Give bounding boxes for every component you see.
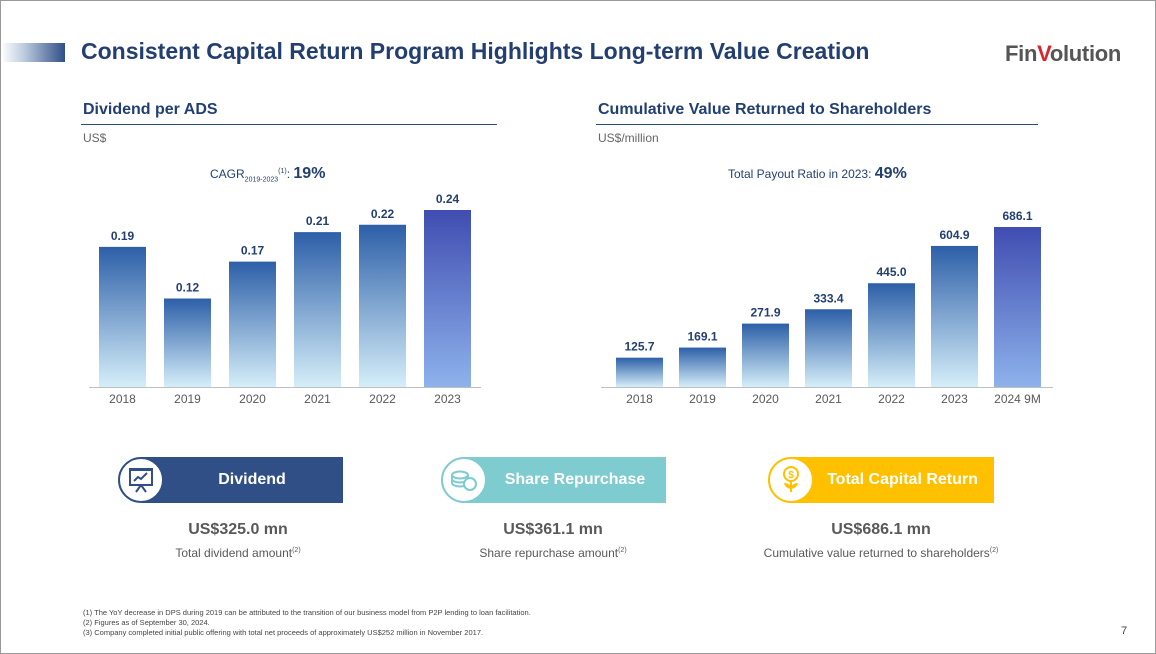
share-repurchase-amount-desc: Share repurchase amount(2) bbox=[413, 546, 693, 560]
cumulative-data-label: 333.4 bbox=[813, 291, 843, 305]
cumulative-section-rule bbox=[596, 124, 1038, 125]
dividend-section-title: Dividend per ADS bbox=[83, 101, 218, 118]
share-repurchase-amount: US$361.1 mn bbox=[503, 521, 603, 538]
dividend-unit: US$ bbox=[83, 131, 107, 145]
total-capital-return-label: Total Capital Return bbox=[827, 471, 978, 488]
cumulative-tick-label: 2020 bbox=[752, 392, 779, 406]
cumulative-data-label: 686.1 bbox=[1002, 209, 1032, 223]
cumulative-bar-2019 bbox=[679, 347, 726, 387]
cumulative-tick-label: 2019 bbox=[689, 392, 716, 406]
page-title: Consistent Capital Return Program Highli… bbox=[81, 38, 870, 64]
dividend-section-rule bbox=[81, 124, 497, 125]
dividend-bar-2018 bbox=[99, 246, 146, 387]
cagr-note: CAGR2019-2023(1): 19% bbox=[210, 165, 325, 183]
total-capital-return-desc-sup: (2) bbox=[989, 547, 999, 554]
dividend-desc-sup: (2) bbox=[292, 547, 301, 554]
dividend-amount: US$325.0 mn bbox=[188, 521, 288, 538]
dividend-tick-label: 2021 bbox=[304, 392, 331, 406]
cumulative-bar-2020 bbox=[742, 323, 789, 387]
cagr-value: 19% bbox=[293, 165, 326, 182]
total-capital-return-amount-desc: Cumulative value returned to shareholder… bbox=[741, 546, 1021, 560]
share-repurchase-card: Share Repurchase bbox=[441, 457, 666, 503]
dividend-data-label: 0.12 bbox=[176, 281, 200, 295]
dividend-bar-chart: 0.19 2018 0.12 2019 0.17 2020 0.21 2021 0.22 2022… bbox=[89, 192, 481, 406]
dividend-bar-2020 bbox=[229, 261, 276, 387]
dividend-bar-2021 bbox=[294, 232, 341, 387]
dividend-tick-label: 2022 bbox=[369, 392, 396, 406]
share-repurchase-label-box: Share Repurchase bbox=[464, 457, 666, 503]
dividend-label: Dividend bbox=[218, 471, 286, 488]
dividend-data-label: 0.24 bbox=[436, 192, 460, 206]
total-capital-return-amount: US$686.1 mn bbox=[831, 521, 931, 538]
dividend-tick-label: 2020 bbox=[239, 392, 266, 406]
cumulative-bar-chart: 125.7 2018 169.1 2019 271.9 2020 333.4 2021 445.… bbox=[601, 209, 1053, 406]
presentation-board-icon bbox=[118, 457, 164, 503]
cumulative-bar-2022 bbox=[868, 283, 915, 387]
dividend-bar-2023 bbox=[424, 210, 471, 387]
cagr-sup: (1) bbox=[278, 168, 287, 175]
cumulative-bar-2021 bbox=[805, 309, 852, 387]
payout-value: 49% bbox=[874, 165, 907, 182]
total-capital-return-card: Total Capital Return $ bbox=[768, 457, 994, 503]
footnote-1: (1) The YoY decrease in DPS during 2019 … bbox=[83, 608, 531, 617]
dividend-tick-label: 2019 bbox=[174, 392, 201, 406]
title-accent-bar bbox=[1, 43, 65, 62]
logo-part-a: Fin bbox=[1005, 41, 1038, 66]
dividend-data-label: 0.22 bbox=[371, 207, 395, 221]
footnote-2: (2) Figures as of September 30, 2024. bbox=[83, 618, 210, 627]
dividend-bar-2022 bbox=[359, 224, 406, 387]
company-logo: FinVolution bbox=[1005, 41, 1121, 67]
dividend-bar-2019 bbox=[164, 298, 211, 387]
cumulative-data-label: 445.0 bbox=[876, 265, 906, 279]
coins-icon bbox=[441, 457, 487, 503]
footnote-3: (3) Company completed initial public off… bbox=[83, 628, 484, 637]
footnotes: (1) The YoY decrease in DPS during 2019 … bbox=[83, 608, 531, 638]
cumulative-bar-2024-9m bbox=[994, 227, 1041, 387]
cagr-prefix: CAGR bbox=[210, 167, 245, 181]
total-capital-return-desc-text: Cumulative value returned to shareholder… bbox=[763, 546, 990, 560]
dividend-data-label: 0.17 bbox=[241, 244, 265, 258]
cumulative-tick-label: 2023 bbox=[941, 392, 968, 406]
dividend-tick-label: 2023 bbox=[434, 392, 461, 406]
dividend-data-label: 0.19 bbox=[111, 229, 135, 243]
share-repurchase-desc-text: Share repurchase amount bbox=[479, 546, 619, 560]
cumulative-data-label: 125.7 bbox=[624, 340, 654, 354]
cumulative-unit: US$/million bbox=[598, 131, 659, 145]
cumulative-data-label: 169.1 bbox=[687, 330, 717, 344]
svg-text:$: $ bbox=[788, 470, 794, 481]
dollar-plant-icon: $ bbox=[768, 457, 814, 503]
dividend-amount-desc: Total dividend amount(2) bbox=[98, 546, 378, 560]
total-capital-return-label-box: Total Capital Return bbox=[791, 457, 994, 503]
cumulative-tick-label: 2021 bbox=[815, 392, 842, 406]
cumulative-bar-2018 bbox=[616, 357, 663, 387]
share-repurchase-label: Share Repurchase bbox=[504, 471, 646, 488]
cumulative-data-label: 271.9 bbox=[750, 306, 780, 320]
dividend-card: Dividend bbox=[118, 457, 343, 503]
dividend-desc-text: Total dividend amount bbox=[175, 546, 293, 560]
cumulative-section-title: Cumulative Value Returned to Shareholder… bbox=[598, 101, 932, 118]
payout-note: Total Payout Ratio in 2023: 49% bbox=[728, 165, 907, 183]
dividend-data-label: 0.21 bbox=[306, 214, 330, 228]
cumulative-tick-label: 2022 bbox=[878, 392, 905, 406]
share-repurchase-desc-sup: (2) bbox=[618, 547, 627, 554]
page-number: 7 bbox=[1121, 625, 1128, 637]
cagr-sep: : bbox=[286, 167, 294, 181]
dividend-label-box: Dividend bbox=[141, 457, 343, 503]
cumulative-tick-label: 2024 9M bbox=[994, 392, 1041, 406]
cumulative-bar-2023 bbox=[931, 245, 978, 387]
logo-part-v: V bbox=[1037, 41, 1050, 66]
payout-prefix: Total Payout Ratio in 2023: bbox=[728, 167, 875, 181]
logo-part-b: olution bbox=[1049, 41, 1122, 66]
cagr-sub: 2019-2023 bbox=[244, 176, 279, 184]
dividend-tick-label: 2018 bbox=[109, 392, 136, 406]
cumulative-tick-label: 2018 bbox=[626, 392, 653, 406]
cumulative-data-label: 604.9 bbox=[939, 228, 969, 242]
